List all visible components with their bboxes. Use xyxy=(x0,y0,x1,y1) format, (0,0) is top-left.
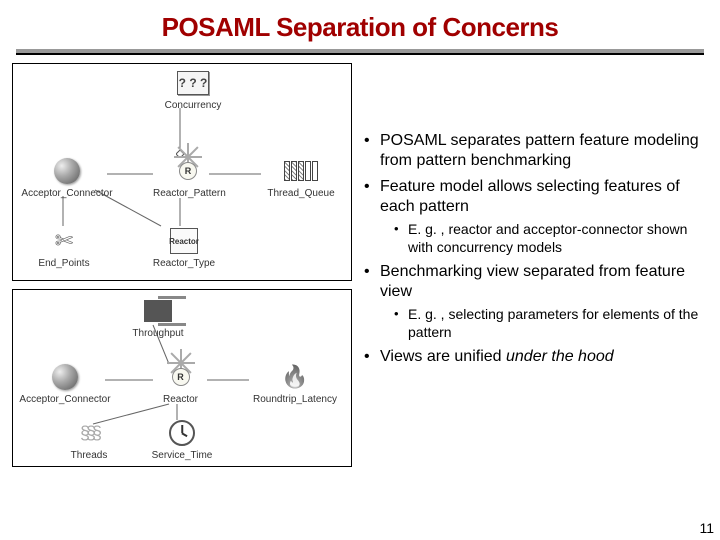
slide-title: POSAML Separation of Concerns xyxy=(0,0,720,49)
sunburst-core: R xyxy=(179,162,197,180)
node-label: Throughput xyxy=(123,328,193,339)
node-acceptor-connector: Acceptor_Connector xyxy=(21,156,113,199)
node-label: End_Points xyxy=(31,258,97,269)
bullet-column: POSAML separates pattern feature modelin… xyxy=(352,63,708,475)
chip-icon xyxy=(141,296,175,326)
node-label: Reactor_Type xyxy=(149,258,219,269)
bullet-item: POSAML separates pattern feature modelin… xyxy=(364,131,708,171)
node-threads: §§§ Threads xyxy=(59,418,119,461)
node-label: Service_Time xyxy=(147,450,217,461)
bullet-item: Benchmarking view separated from feature… xyxy=(364,262,708,341)
node-reactor: R Reactor xyxy=(153,362,208,405)
node-label: Thread_Queue xyxy=(261,188,341,199)
node-label: Reactor xyxy=(153,394,208,405)
diagrams-column: ? ? ? Concurrency Acceptor_Connector xyxy=(12,63,352,475)
diagram-benchmark-model: Throughput Acceptor_Connector xyxy=(12,289,352,467)
clock-icon xyxy=(165,418,199,448)
sub-bullet-text: E. g. , reactor and acceptor-connector s… xyxy=(408,221,687,255)
node-label: Reactor_Pattern xyxy=(153,188,223,199)
bullet-text: POSAML separates pattern feature modelin… xyxy=(380,132,699,169)
sunburst-icon: R xyxy=(164,362,198,392)
content-area: ? ? ? Concurrency Acceptor_Connector xyxy=(0,57,720,475)
node-thread-queue: Thread_Queue xyxy=(261,156,341,199)
bullet-text: Benchmarking view separated from feature… xyxy=(380,263,685,300)
diagram-feature-model: ? ? ? Concurrency Acceptor_Connector xyxy=(12,63,352,281)
node-label: Concurrency xyxy=(163,100,223,111)
node-label: Acceptor_Connector xyxy=(21,188,113,199)
bullet-item: Feature model allows selecting features … xyxy=(364,177,708,256)
node-reactor-type: Reactor Reactor_Type xyxy=(149,226,219,269)
bullet-item: Views are unified under the hood xyxy=(364,347,708,367)
node-label: Roundtrip_Latency xyxy=(247,394,343,405)
scissors-icon: ✄ xyxy=(47,226,81,256)
sunburst-icon: R xyxy=(171,156,205,186)
title-underline xyxy=(16,49,704,53)
fire-icon: 🔥 xyxy=(278,362,312,392)
sub-bullet-item: E. g. , selecting parameters for element… xyxy=(380,306,708,341)
waves-icon: §§§ xyxy=(72,418,106,448)
bullet-text: Feature model allows selecting features … xyxy=(380,178,680,215)
sphere-icon xyxy=(50,156,84,186)
node-label: Acceptor_Connector xyxy=(19,394,111,405)
sphere-icon xyxy=(48,362,82,392)
node-label: Threads xyxy=(59,450,119,461)
sub-bullet-text: E. g. , selecting parameters for element… xyxy=(408,306,698,340)
node-service-time: Service_Time xyxy=(147,418,217,461)
node-acceptor-connector-2: Acceptor_Connector xyxy=(19,362,111,405)
node-reactor-pattern: R Reactor_Pattern xyxy=(153,156,223,199)
qmark-icon: ? ? ? xyxy=(176,68,210,98)
thread-queue-icon xyxy=(284,156,318,186)
node-concurrency: ? ? ? Concurrency xyxy=(163,68,223,111)
bullet-list: POSAML separates pattern feature modelin… xyxy=(364,131,708,367)
sunburst-core: R xyxy=(172,368,190,386)
reactor-type-icon: Reactor xyxy=(167,226,201,256)
page-number: 11 xyxy=(699,520,714,536)
sub-list: E. g. , selecting parameters for element… xyxy=(380,306,708,341)
sub-list: E. g. , reactor and acceptor-connector s… xyxy=(380,221,708,256)
node-throughput: Throughput xyxy=(123,296,193,339)
node-roundtrip-latency: 🔥 Roundtrip_Latency xyxy=(247,362,343,405)
node-end-points: ✄ End_Points xyxy=(31,226,97,269)
sub-bullet-item: E. g. , reactor and acceptor-connector s… xyxy=(380,221,708,256)
bullet-text: Views are unified under the hood xyxy=(380,348,614,365)
